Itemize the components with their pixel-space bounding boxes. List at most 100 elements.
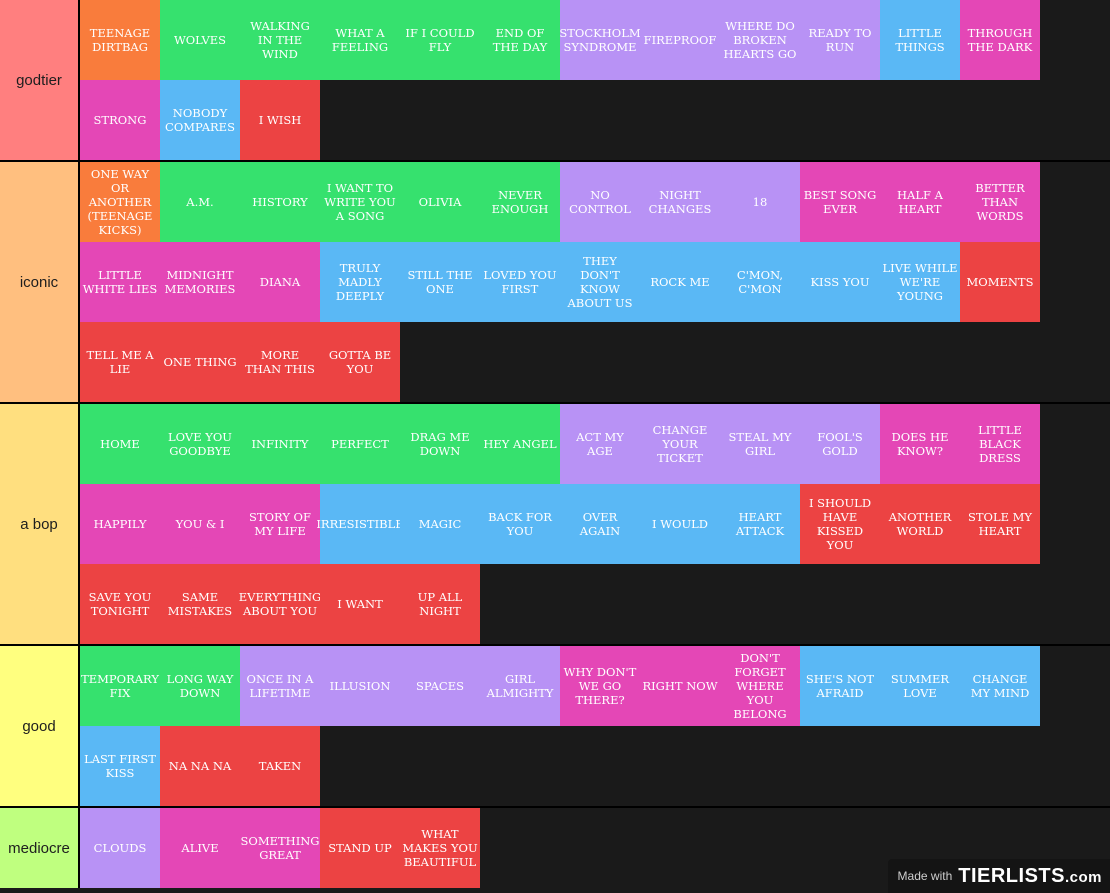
song-card[interactable]: TRULY MADLY DEEPLY	[320, 242, 400, 322]
song-card[interactable]: ILLUSION	[320, 646, 400, 726]
song-card[interactable]: TEMPORARY FIX	[80, 646, 160, 726]
song-card[interactable]: I WISH	[240, 80, 320, 160]
song-card[interactable]: STOCKHOLM SYNDROME	[559, 0, 641, 80]
song-card[interactable]: WHAT A FEELING	[320, 0, 400, 80]
song-card[interactable]: SOMETHING GREAT	[240, 808, 320, 888]
song-card[interactable]: WOLVES	[160, 0, 240, 80]
song-card[interactable]: HAPPILY	[80, 484, 160, 564]
song-card[interactable]: DOES HE KNOW?	[880, 404, 960, 484]
song-card[interactable]: TAKEN	[240, 726, 320, 806]
song-card[interactable]: CHANGE MY MIND	[960, 646, 1040, 726]
song-card[interactable]: STORY OF MY LIFE	[240, 484, 320, 564]
song-card[interactable]: GIRL ALMIGHTY	[480, 646, 560, 726]
song-card[interactable]: ANOTHER WORLD	[880, 484, 960, 564]
song-card[interactable]: LITTLE THINGS	[880, 0, 960, 80]
song-card[interactable]: THEY DON'T KNOW ABOUT US	[560, 242, 640, 322]
song-card[interactable]: FIREPROOF	[640, 0, 720, 80]
song-card[interactable]: STRONG	[80, 80, 160, 160]
song-card[interactable]: I SHOULD HAVE KISSED YOU	[800, 484, 880, 564]
song-card[interactable]: HISTORY	[240, 162, 320, 242]
song-card[interactable]: THROUGH THE DARK	[960, 0, 1040, 80]
song-card[interactable]: NEVER ENOUGH	[480, 162, 560, 242]
song-card[interactable]: OLIVIA	[400, 162, 480, 242]
song-card[interactable]: END OF THE DAY	[480, 0, 560, 80]
song-card[interactable]: I WANT	[320, 564, 400, 644]
song-card[interactable]: FOOL'S GOLD	[800, 404, 880, 484]
song-card[interactable]: LITTLE WHITE LIES	[80, 242, 160, 322]
song-card[interactable]: HEY ANGEL	[480, 404, 560, 484]
song-card[interactable]: SHE'S NOT AFRAID	[800, 646, 880, 726]
song-card[interactable]: BEST SONG EVER	[800, 162, 880, 242]
song-card[interactable]: MAGIC	[400, 484, 480, 564]
song-card[interactable]: TELL ME A LIE	[80, 322, 160, 402]
song-card[interactable]: CHANGE YOUR TICKET	[640, 404, 720, 484]
song-card[interactable]: ONE WAY OR ANOTHER (TEENAGE KICKS)	[80, 162, 160, 242]
song-card[interactable]: MOMENTS	[960, 242, 1040, 322]
song-card[interactable]: MORE THAN THIS	[240, 322, 320, 402]
song-card[interactable]: INFINITY	[240, 404, 320, 484]
song-card[interactable]: SPACES	[400, 646, 480, 726]
song-card[interactable]: LOVE YOU GOODBYE	[160, 404, 240, 484]
song-card[interactable]: NA NA NA	[160, 726, 240, 806]
song-card[interactable]: LOVED YOU FIRST	[480, 242, 560, 322]
tier-label[interactable]: a bop	[0, 404, 80, 644]
watermark-made-with: Made with	[897, 869, 953, 883]
song-card[interactable]: GOTTA BE YOU	[320, 322, 400, 402]
song-card[interactable]: WHERE DO BROKEN HEARTS GO	[720, 0, 800, 80]
song-card[interactable]: IRRESISTIBLE	[316, 484, 404, 564]
song-card[interactable]: WALKING IN THE WIND	[240, 0, 320, 80]
song-card[interactable]: DON'T FORGET WHERE YOU BELONG	[720, 646, 800, 726]
song-card[interactable]: ONE THING	[160, 322, 240, 402]
song-card[interactable]: SUMMER LOVE	[880, 646, 960, 726]
song-card[interactable]: C'MON, C'MON	[720, 242, 800, 322]
song-card[interactable]: UP ALL NIGHT	[400, 564, 480, 644]
song-card[interactable]: WHAT MAKES YOU BEAUTIFUL	[400, 808, 480, 888]
tier-label[interactable]: good	[0, 646, 80, 806]
song-card[interactable]: ROCK ME	[640, 242, 720, 322]
song-card[interactable]: MIDNIGHT MEMORIES	[160, 242, 240, 322]
song-card[interactable]: KISS YOU	[800, 242, 880, 322]
song-card[interactable]: BACK FOR YOU	[480, 484, 560, 564]
song-card[interactable]: IF I COULD FLY	[400, 0, 480, 80]
song-card[interactable]: STILL THE ONE	[400, 242, 480, 322]
song-card[interactable]: A.M.	[160, 162, 240, 242]
song-card[interactable]: I WANT TO WRITE YOU A SONG	[320, 162, 400, 242]
song-card[interactable]: HEART ATTACK	[720, 484, 800, 564]
song-card[interactable]: STOLE MY HEART	[960, 484, 1040, 564]
song-card[interactable]: NO CONTROL	[560, 162, 640, 242]
song-card[interactable]: STAND UP	[320, 808, 400, 888]
song-card[interactable]: EVERYTHING ABOUT YOU	[239, 564, 321, 644]
song-card[interactable]: HALF A HEART	[880, 162, 960, 242]
song-card[interactable]: PERFECT	[320, 404, 400, 484]
song-card[interactable]: LIVE WHILE WE'RE YOUNG	[880, 242, 960, 322]
song-card[interactable]: SAVE YOU TONIGHT	[80, 564, 160, 644]
tier-label[interactable]: iconic	[0, 162, 80, 402]
song-card[interactable]: LAST FIRST KISS	[80, 726, 160, 806]
song-card[interactable]: NOBODY COMPARES	[160, 80, 240, 160]
song-card[interactable]: 18	[720, 162, 800, 242]
song-card[interactable]: READY TO RUN	[800, 0, 880, 80]
song-card[interactable]: SAME MISTAKES	[160, 564, 240, 644]
song-card[interactable]: OVER AGAIN	[560, 484, 640, 564]
tier-label[interactable]: godtier	[0, 0, 80, 160]
song-card[interactable]: ALIVE	[160, 808, 240, 888]
made-with-watermark[interactable]: Made with TIERLISTS.com	[887, 859, 1110, 893]
song-card[interactable]: TEENAGE DIRTBAG	[80, 0, 160, 80]
song-card[interactable]: WHY DON'T WE GO THERE?	[560, 646, 640, 726]
song-card[interactable]: YOU & I	[160, 484, 240, 564]
song-card[interactable]: RIGHT NOW	[640, 646, 720, 726]
song-card[interactable]: ONCE IN A LIFETIME	[240, 646, 320, 726]
song-card[interactable]: ACT MY AGE	[560, 404, 640, 484]
song-card[interactable]: STEAL MY GIRL	[720, 404, 800, 484]
song-card[interactable]: DRAG ME DOWN	[400, 404, 480, 484]
tier-label[interactable]: mediocre	[0, 808, 80, 888]
song-card[interactable]: BETTER THAN WORDS	[960, 162, 1040, 242]
song-card[interactable]: HOME	[80, 404, 160, 484]
song-card[interactable]: I WOULD	[640, 484, 720, 564]
song-card[interactable]: CLOUDS	[80, 808, 160, 888]
song-card[interactable]: NIGHT CHANGES	[640, 162, 720, 242]
song-card[interactable]: LONG WAY DOWN	[160, 646, 240, 726]
song-card[interactable]: LITTLE BLACK DRESS	[960, 404, 1040, 484]
song-card[interactable]: DIANA	[240, 242, 320, 322]
